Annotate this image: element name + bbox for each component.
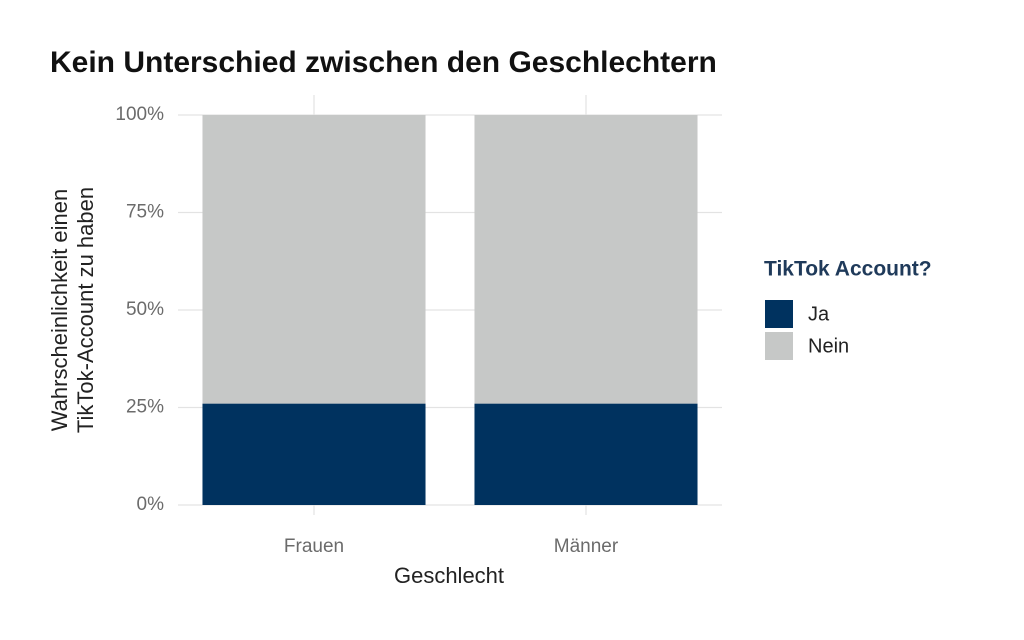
y-axis-label: TikTok-Account zu haben: [73, 187, 98, 433]
x-tick-label: Männer: [554, 536, 619, 557]
bar-segment: [202, 115, 426, 404]
y-tick-label: 75%: [126, 202, 164, 223]
bar-segment: [474, 403, 698, 505]
y-axis-label: Wahrscheinlichkeit einen: [47, 189, 72, 432]
legend-label: Ja: [808, 303, 830, 325]
bar-segment: [474, 115, 698, 404]
x-tick-label: Frauen: [284, 536, 344, 557]
y-tick-label: 0%: [137, 494, 165, 515]
y-tick-label: 50%: [126, 299, 164, 320]
y-tick-label: 100%: [115, 104, 164, 125]
legend-swatch: [765, 332, 793, 360]
y-tick-label: 25%: [126, 397, 164, 418]
legend-label: Nein: [808, 335, 849, 357]
legend-title: TikTok Account?: [764, 258, 932, 281]
chart-title: Kein Unterschied zwischen den Geschlecht…: [50, 46, 717, 79]
bar-segment: [202, 403, 426, 505]
x-axis-label: Geschlecht: [394, 563, 504, 588]
legend-swatch: [765, 300, 793, 328]
